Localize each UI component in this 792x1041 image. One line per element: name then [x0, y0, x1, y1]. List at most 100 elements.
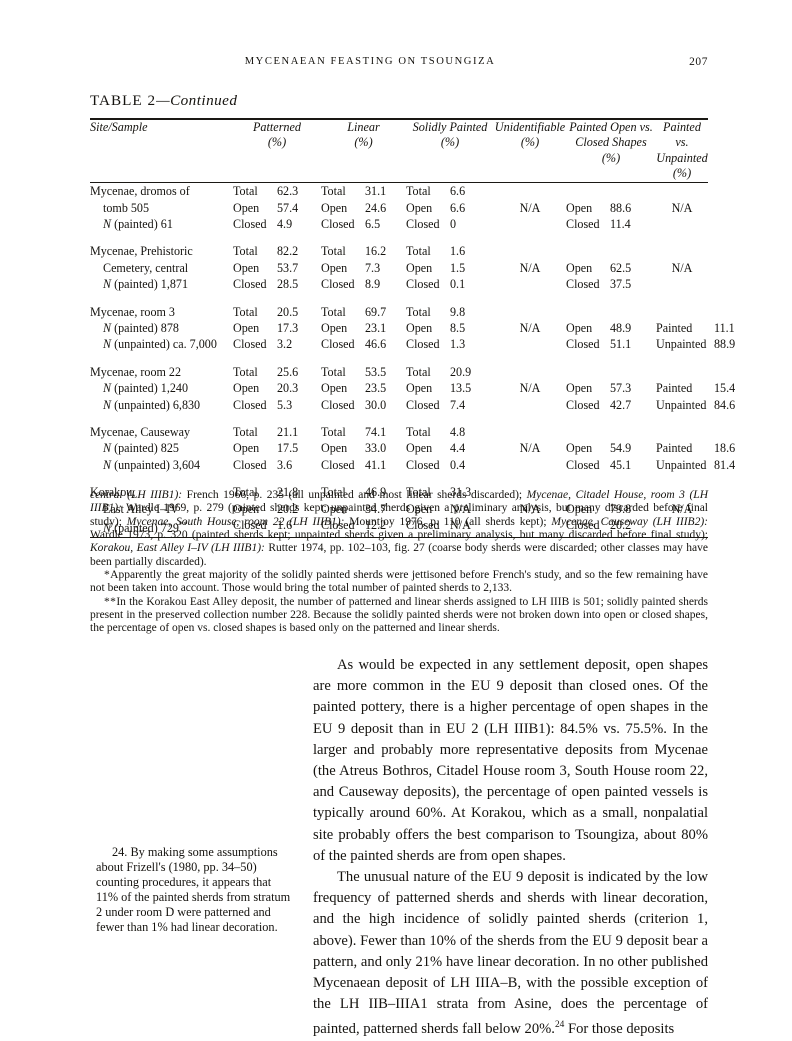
cell-solidly-painted: Total 4.8 [406, 425, 466, 440]
cell-unidentifiable [494, 304, 566, 320]
cell-solidly-painted: Total 6.6 [406, 184, 466, 199]
cell-solidly-painted: Open 4.4 [406, 441, 466, 456]
column-header-site: Site/Sample [90, 119, 148, 134]
cell-linear: Total 16.2 [321, 244, 387, 259]
table-body: Mycenae, dromos of Total 62.3 Total 31.1 Tota… [90, 183, 736, 536]
table-head: Site/Sample Patterned (%) Linear (%) Sol… [90, 120, 708, 182]
cell-solidly-painted: Open 6.6 [406, 200, 466, 215]
cell-site: tomb 505 [103, 200, 150, 215]
table-row: N (painted) 729** Closed 1.6 Closed 12.2 Clos… [90, 517, 708, 536]
cell-patterned: Total 20.5 [233, 304, 299, 319]
column-header-unidentifiable: Unidentifiable (%) [494, 119, 566, 150]
cell-painted-vs-unpainted [656, 276, 708, 292]
table-row: N (painted) 1,871 Closed 28.5 Closed 8.9 Clos… [90, 276, 708, 292]
cell-open-vs-closed: Closed 37.5 [566, 277, 632, 292]
cell-patterned: Total 25.6 [233, 364, 299, 379]
cell-linear: Total 31.1 [321, 184, 387, 199]
cell-unidentifiable [494, 364, 566, 380]
table-row: Mycenae, room 3 Total 20.5 Total 69.7 Total 9.… [90, 304, 708, 320]
table-row: N (unpainted) 6,830 Closed 5.3 Closed 30.0 Cl… [90, 397, 735, 413]
table-row: Mycenae, Prehistoric Total 82.2 Total 16.2 To… [90, 243, 708, 259]
cell-open-vs-closed: Closed 11.4 [566, 216, 631, 231]
table-row: Cemetery, central Open 53.7 Open 7.3 Open 1.5 N… [90, 260, 708, 276]
cell-solidly-painted: Open 1.5 [406, 260, 466, 275]
cell-patterned: Open 20.2 [233, 501, 299, 516]
cell-solidly-painted: Total 1.6 [406, 244, 466, 259]
cell-site: Mycenae, dromos of [90, 184, 190, 199]
running-head-title: Mycenaean Feasting on Tsoungiza [244, 56, 496, 67]
cell-solidly-painted: Closed 0.4 [406, 457, 466, 472]
footnote-ref-24[interactable]: 24 [554, 1020, 565, 1031]
cell-patterned: Closed 3.2 [233, 337, 293, 352]
cell-open-vs-closed: Closed 42.7 [566, 397, 632, 412]
cell-patterned: Closed 5.3 [233, 397, 293, 412]
cell-painted-vs-unpainted: N/A [671, 200, 693, 215]
cell-site: Mycenae, Prehistoric [90, 244, 193, 259]
cell-solidly-painted: Closed 0 [406, 216, 457, 231]
cell-patterned: Open 53.7 [233, 260, 299, 275]
cell-unidentifiable: N/A [519, 321, 541, 335]
cell-site: N (painted) 1,871 [103, 277, 188, 292]
cell-site: N (unpainted) ca. 7,000 [103, 337, 217, 352]
cell-solidly-painted: Total 20.9 [406, 364, 472, 379]
cell-solidly-painted: Closed N/A [406, 518, 471, 533]
body-paragraph-1: As would be expected in any settlement d… [313, 657, 708, 864]
cell-site: N (painted) 61 [103, 216, 173, 231]
table-row: N (unpainted) 3,604 Closed 3.6 Closed 41.1 Cl… [90, 457, 736, 473]
cell-solidly-painted: Closed 7.4 [406, 397, 466, 412]
table-row-spacer [90, 232, 708, 243]
table-row: N (painted) 878 Open 17.3 Open 23.1 Open 8.5 N/… [90, 320, 735, 336]
cell-patterned: Total 62.3 [233, 184, 299, 199]
cell-unidentifiable [494, 336, 566, 352]
cell-patterned: Total 82.2 [233, 244, 299, 259]
cell-painted-vs-unpainted: N/A [671, 260, 693, 275]
table-row: tomb 505 Open 57.4 Open 24.6 Open 6.6 N/A Open 88… [90, 200, 708, 216]
cell-patterned: Closed 3.6 [233, 457, 293, 472]
cell-open-vs-closed: Open 57.3 [566, 381, 632, 396]
cell-linear: Closed 41.1 [321, 457, 387, 472]
cell-patterned: Open 20.3 [233, 381, 299, 396]
cell-solidly-painted: Open 8.5 [406, 321, 466, 335]
table-note-double-asterisk: **In the Korakou East Alley deposit, the… [90, 595, 708, 635]
cell-unidentifiable: N/A [519, 441, 541, 456]
cell-painted-vs-unpainted [656, 243, 708, 259]
cell-linear: Closed 12.2 [321, 518, 387, 533]
cell-open-vs-closed [566, 424, 656, 440]
cell-site: Mycenae, room 22 [90, 364, 182, 379]
cell-linear: Total 53.5 [321, 364, 387, 379]
cell-painted-vs-unpainted: N/A [671, 501, 693, 516]
cell-open-vs-closed: Open 79.8 [566, 501, 632, 516]
column-header-painted-vs-unpainted: Painted vs. Unpainted (%) [656, 119, 708, 181]
table-row: Mycenae, dromos of Total 62.3 Total 31.1 Tota… [90, 183, 708, 199]
cell-painted-vs-unpainted [656, 424, 708, 440]
cell-open-vs-closed: Closed 51.1 [566, 337, 632, 352]
cell-site: N (painted) 878 [103, 321, 179, 335]
table-row-spacer [90, 413, 708, 424]
cell-open-vs-closed: Open 54.9 [566, 441, 632, 456]
table-note-sources: central (LH IIIB1): French 1966, p. 235 … [90, 489, 709, 568]
table-row-spacer [90, 293, 708, 304]
footnote-24: 24. By making some assumptions about Fri… [96, 845, 294, 936]
table-row: N (unpainted) ca. 7,000 Closed 3.2 Closed 46… [90, 336, 735, 352]
cell-open-vs-closed: Open 88.6 [566, 200, 632, 215]
cell-unidentifiable [494, 276, 566, 292]
cell-site: Cemetery, central [103, 260, 189, 275]
body-paragraph-2: The unusual nature of the EU 9 deposit i… [313, 867, 708, 1040]
table-caption: TABLE 2—Continued [90, 92, 237, 110]
cell-linear: Open 34.7 [321, 501, 387, 516]
cell-open-vs-closed: Open 62.5 [566, 260, 632, 275]
table-footnotes: central (LH IIIB1): French 1966, p. 235 … [90, 489, 708, 636]
cell-open-vs-closed [566, 183, 656, 199]
table-row-spacer [90, 473, 708, 484]
cell-painted-vs-unpainted: Painted 18.6 [656, 441, 736, 456]
cell-solidly-painted: Open N/A [406, 501, 471, 516]
cell-patterned: Closed 4.9 [233, 216, 293, 231]
table-header-row: Site/Sample Patterned (%) Linear (%) Sol… [90, 120, 708, 182]
cell-open-vs-closed [566, 243, 656, 259]
cell-unidentifiable: N/A [519, 200, 541, 215]
cell-painted-vs-unpainted: Unpainted 81.4 [656, 457, 736, 472]
table-caption-continued: —Continued [156, 92, 238, 109]
table-rule-mid [90, 182, 708, 184]
cell-linear: Open 24.6 [321, 200, 387, 215]
